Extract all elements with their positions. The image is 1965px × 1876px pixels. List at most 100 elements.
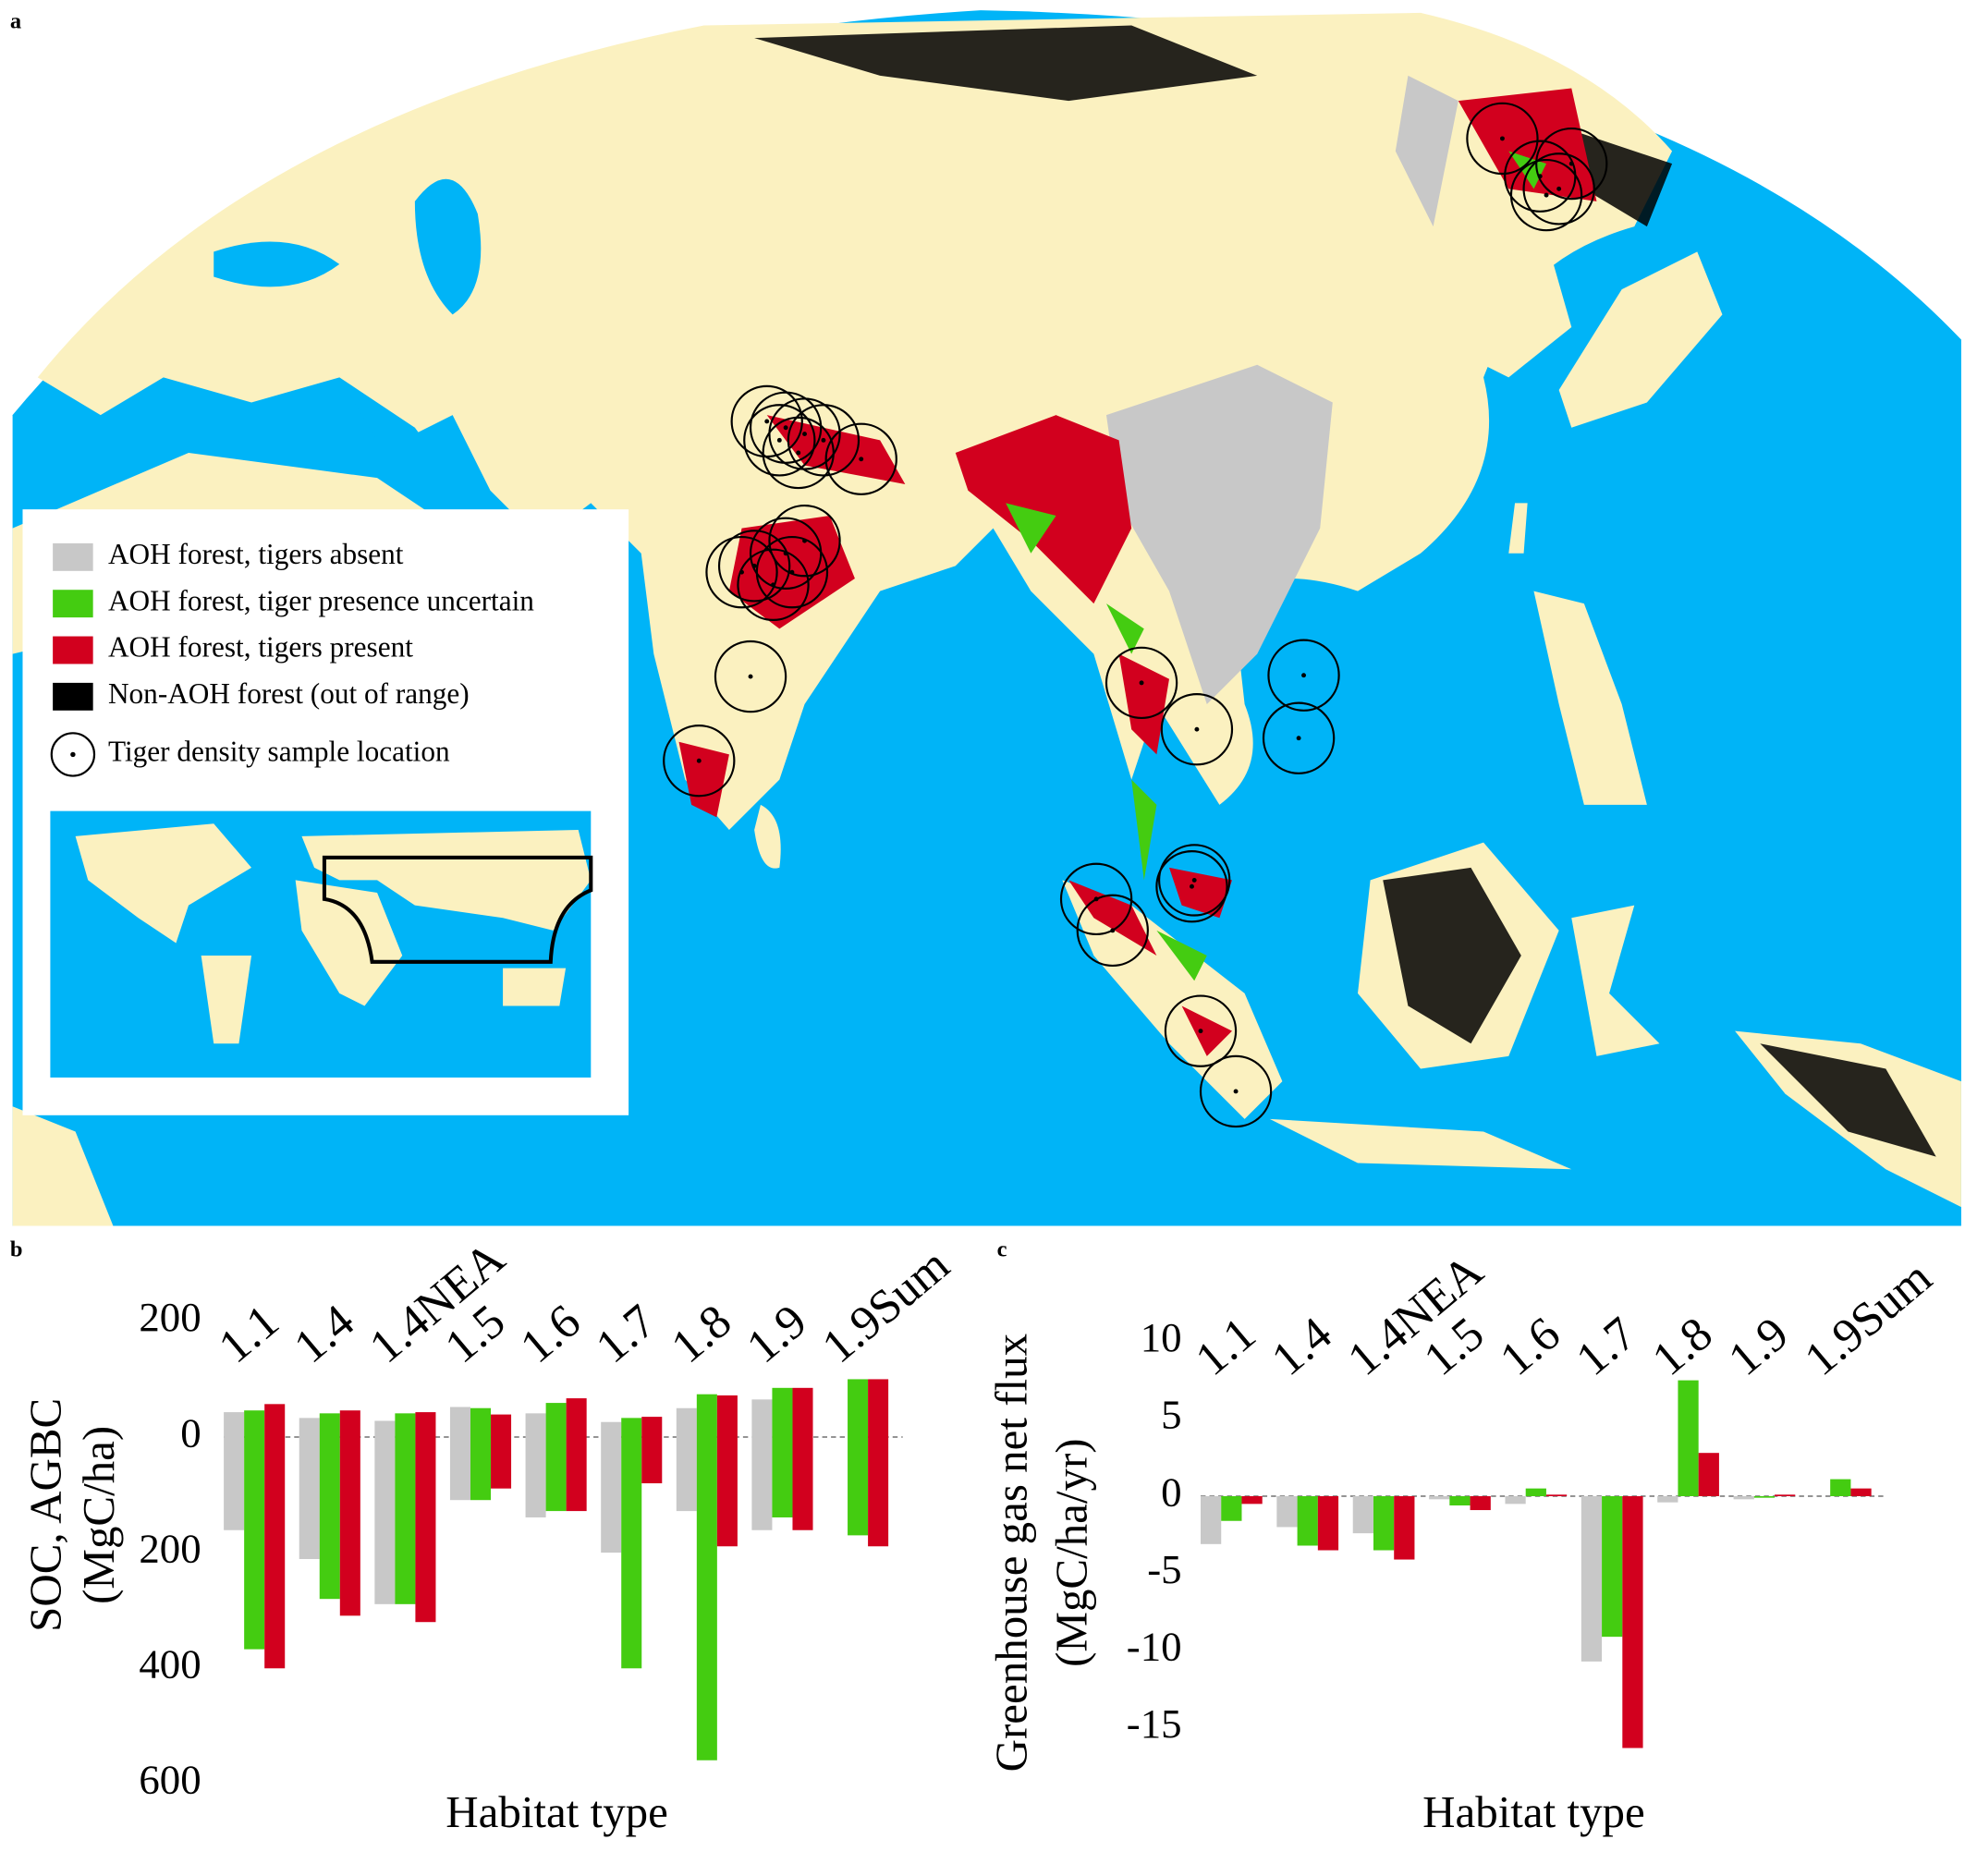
category-label: 1.8	[662, 1295, 741, 1373]
sample-dot	[739, 569, 744, 575]
legend-label: Non-AOH forest (out of range)	[108, 677, 470, 710]
inset-extent	[322, 855, 593, 964]
sample-circle	[1160, 693, 1234, 766]
sample-circle	[1199, 1054, 1273, 1128]
black-sea	[214, 241, 340, 287]
sample-circle	[762, 416, 835, 490]
bar	[566, 1398, 587, 1512]
sample-circle	[787, 404, 860, 477]
sample-dot	[776, 437, 782, 443]
sample-circle	[663, 725, 736, 798]
bar	[601, 1421, 622, 1553]
sample-circle	[714, 640, 787, 713]
bar	[1221, 1496, 1242, 1521]
bar	[299, 1418, 320, 1560]
panel-label: b	[10, 1236, 23, 1261]
sample-circle	[1267, 639, 1340, 712]
sample-dot	[859, 457, 864, 462]
sample-dot	[821, 437, 826, 443]
category-label: 1.4	[285, 1295, 364, 1373]
sample-dot	[789, 569, 795, 575]
sample-circle	[1059, 862, 1133, 936]
sample-dot	[1139, 680, 1144, 686]
legend-label: AOH forest, tigers absent	[108, 538, 404, 570]
sample-dot	[1556, 186, 1562, 191]
map: AOH forest, tigers absent AOH forest, tig…	[10, 8, 1961, 1226]
x-axis-label: Habitat type	[445, 1786, 668, 1837]
bar	[1545, 1494, 1568, 1497]
bar	[339, 1410, 360, 1616]
bar	[1470, 1496, 1491, 1511]
y-tick-label: 200	[139, 1294, 201, 1340]
bar	[1657, 1496, 1678, 1503]
bar	[716, 1395, 738, 1547]
category-label: 1.1	[209, 1295, 288, 1373]
sample-circle	[1105, 646, 1178, 720]
y-tick-label: 5	[1161, 1392, 1181, 1438]
sample-circle	[755, 536, 829, 609]
bar	[1297, 1496, 1318, 1546]
sample-dot	[764, 419, 770, 424]
bar	[224, 1412, 245, 1530]
land-china-coast	[1421, 238, 1572, 378]
legend-label: Tiger density sample location	[108, 736, 450, 768]
bar	[1429, 1496, 1450, 1500]
land-taiwan	[1508, 503, 1528, 554]
bar	[1317, 1496, 1339, 1551]
bar	[696, 1394, 717, 1760]
panel-label: a	[10, 8, 21, 33]
legend-label: AOH forest, tigers present	[108, 631, 413, 664]
land-japan	[1558, 251, 1723, 428]
legend-swatch	[53, 542, 93, 571]
y-tick-label: 400	[139, 1641, 201, 1687]
sample-dot	[696, 758, 702, 763]
category-label: 1.7	[586, 1295, 665, 1373]
bar	[545, 1403, 567, 1512]
sample-dot	[1301, 673, 1306, 678]
bar	[1276, 1496, 1298, 1528]
sample-dot	[1110, 928, 1116, 933]
sample-locations	[663, 102, 1608, 1128]
bar	[1698, 1453, 1719, 1497]
legend-dot	[70, 751, 76, 758]
bar	[1352, 1496, 1373, 1534]
sample-dot	[1499, 136, 1505, 141]
category-label: 1.9	[1719, 1308, 1799, 1386]
land-africa	[12, 1106, 114, 1226]
bar	[415, 1412, 436, 1623]
land-sulawesi	[1571, 905, 1660, 1056]
category-label: 1.1	[1186, 1308, 1265, 1386]
sample-circle	[1155, 850, 1228, 923]
y-tick-label: 600	[139, 1757, 201, 1803]
bar	[772, 1387, 793, 1517]
sample-dot	[802, 432, 807, 437]
caspian	[414, 178, 482, 315]
sample-circle	[768, 505, 841, 578]
bar	[395, 1413, 416, 1604]
category-label: 1.9Sum	[812, 1238, 959, 1373]
y-axis-label: Greenhouse gas net flux	[985, 1334, 1036, 1772]
bar	[244, 1410, 265, 1650]
bar	[449, 1407, 470, 1501]
land-philippines	[1533, 591, 1647, 805]
bar	[1505, 1496, 1526, 1504]
x-axis-label: Habitat type	[1422, 1786, 1645, 1837]
forest-absent	[1105, 75, 1458, 705]
sample-circle	[717, 530, 791, 603]
land-sri-lanka	[754, 804, 781, 869]
bar	[1753, 1496, 1776, 1498]
persian-gulf	[339, 377, 453, 479]
legend-swatch	[53, 682, 93, 711]
y-tick-label: 10	[1141, 1314, 1182, 1360]
inset-map	[50, 810, 593, 1078]
charts: b 200 0 200 400 600 SOC, AGBC (MgC/ha) Habitat t…	[10, 1232, 1942, 1837]
category-label: 1.6	[1491, 1308, 1570, 1386]
bar	[1622, 1496, 1643, 1748]
legend-label: AOH forest, tiger presence uncertain	[108, 584, 534, 616]
bar	[319, 1413, 340, 1600]
bar	[1373, 1496, 1395, 1551]
bar	[491, 1414, 512, 1489]
sample-dot	[1296, 736, 1301, 741]
